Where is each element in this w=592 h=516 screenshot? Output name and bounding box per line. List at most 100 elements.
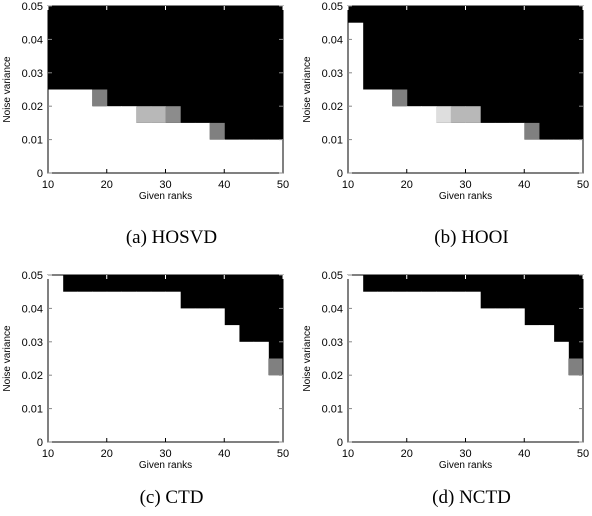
heatmap-cell-white [362, 89, 378, 173]
heatmap-cell-white [194, 122, 211, 173]
heatmap-cell-white [465, 291, 481, 442]
x-tick-label: 30 [459, 448, 471, 460]
panel-hosvd: 10 20 30 40 50 0 0.01 0.02 0.03 0.04 0.0… [2, 1, 289, 248]
heatmap-cell-gray [209, 122, 225, 140]
heatmap-cell-white [553, 341, 569, 442]
x-tick-label: 20 [401, 179, 413, 191]
heatmap-cell-white [165, 122, 181, 173]
y-tick-label: 0.04 [322, 303, 343, 315]
panel-caption: (c) CTD [140, 487, 204, 508]
x-axis-label: Given ranks [139, 191, 192, 202]
heatmap-cell-white [268, 139, 284, 173]
heatmap-cell-white [538, 325, 555, 442]
panel-nctd: 10 20 30 40 50 0 0.01 0.02 0.03 0.04 0.0… [302, 270, 589, 508]
y-tick-label: 0.04 [22, 34, 43, 46]
heatmap-cell-white [421, 291, 437, 442]
y-tick-label: 0 [337, 437, 343, 449]
panel-caption: (d) NCTD [432, 487, 511, 508]
heatmap-cell-white [209, 308, 225, 442]
heatmap-cell-white [224, 139, 240, 173]
heatmap-cells [348, 275, 584, 442]
x-tick-label: 50 [277, 179, 289, 191]
heatmap-cell-white [421, 106, 437, 173]
heatmap-cell-white [480, 122, 496, 173]
heatmap-cell-white [209, 139, 225, 173]
heatmap-cells [48, 6, 284, 173]
panel-caption: (a) HOSVD [126, 227, 217, 248]
y-tick-label: 0.05 [22, 270, 43, 282]
y-tick-label: 0.02 [322, 370, 343, 382]
heatmap-cell-gray [436, 106, 452, 123]
tick-marks [347, 5, 584, 174]
heatmap-cell-white [77, 89, 93, 173]
heatmap-cell-gray [136, 106, 152, 123]
heatmap-cell-white [180, 308, 196, 442]
heatmap-cell-white [268, 375, 284, 442]
y-tick-label: 0.05 [322, 1, 343, 13]
heatmap-cell-white [480, 308, 496, 442]
heatmap-cell-white [509, 122, 525, 173]
heatmap-cell-white [253, 139, 269, 173]
heatmap-cell-white [450, 122, 466, 173]
heatmap-cells [348, 6, 584, 174]
x-tick-label: 30 [159, 179, 171, 191]
heatmap-cell-white [224, 325, 240, 442]
x-tick-label: 10 [342, 448, 354, 460]
y-axis-label: Noise variance [2, 325, 13, 392]
x-axis-label: Given ranks [139, 460, 192, 471]
y-tick-label: 0.01 [22, 135, 43, 147]
heatmap-cell-white [377, 89, 393, 173]
heatmap-cell-gray [165, 106, 181, 123]
heatmap-cell-white [194, 308, 211, 442]
y-axis-label: Noise variance [302, 56, 313, 123]
y-axis-label: Noise variance [2, 56, 13, 123]
heatmap-cell-white [436, 122, 452, 173]
y-tick-label: 0.02 [22, 370, 43, 382]
y-tick-label: 0.01 [322, 404, 343, 416]
heatmap-cell-white [48, 275, 64, 442]
heatmap-cell-white [362, 291, 378, 442]
heatmap-cell-white [392, 106, 408, 173]
y-tick-label: 0.01 [322, 135, 343, 147]
heatmap-cell-white [150, 291, 166, 442]
y-tick-label: 0.03 [322, 337, 343, 349]
heatmap-cells [48, 275, 284, 442]
heatmap-cell-white [92, 291, 108, 442]
x-tick-label: 20 [101, 179, 113, 191]
heatmap-cell-white [238, 341, 255, 442]
heatmap-cell-white [136, 291, 152, 442]
x-tick-label: 30 [459, 179, 471, 191]
tick-marks [47, 274, 284, 443]
heatmap-cell-white [48, 89, 64, 173]
y-axis-label: Noise variance [302, 325, 313, 392]
heatmap-cell-white [62, 89, 78, 173]
heatmap-cell-white [538, 139, 555, 173]
tick-marks [47, 5, 284, 174]
x-tick-label: 50 [577, 448, 589, 460]
heatmap-cell-white [238, 139, 255, 173]
y-tick-label: 0 [37, 168, 43, 180]
heatmap-cell-white [406, 106, 422, 173]
x-tick-label: 50 [277, 448, 289, 460]
y-tick-label: 0.05 [322, 270, 343, 282]
heatmap-cell-gray [465, 106, 481, 123]
heatmap-cell-white [406, 291, 422, 442]
x-tick-label: 50 [577, 179, 589, 191]
heatmap-cell-gray [92, 89, 108, 107]
heatmap-cell-white [524, 325, 540, 442]
y-tick-label: 0.01 [22, 404, 43, 416]
heatmap-cell-gray [268, 358, 284, 376]
heatmap-cell-white [494, 308, 511, 442]
heatmap-cell-gray [524, 122, 540, 140]
y-tick-label: 0.04 [22, 303, 43, 315]
heatmap-cell-white [524, 139, 540, 173]
heatmap-cell-white [494, 122, 511, 173]
tick-marks [347, 274, 584, 443]
heatmap-cell-white [568, 375, 584, 442]
x-axis-label: Given ranks [439, 460, 492, 471]
heatmap-cell-white [553, 139, 569, 173]
y-tick-label: 0.04 [322, 34, 343, 46]
heatmap-cell-white [121, 291, 137, 442]
heatmap-cell-gray [150, 106, 166, 123]
